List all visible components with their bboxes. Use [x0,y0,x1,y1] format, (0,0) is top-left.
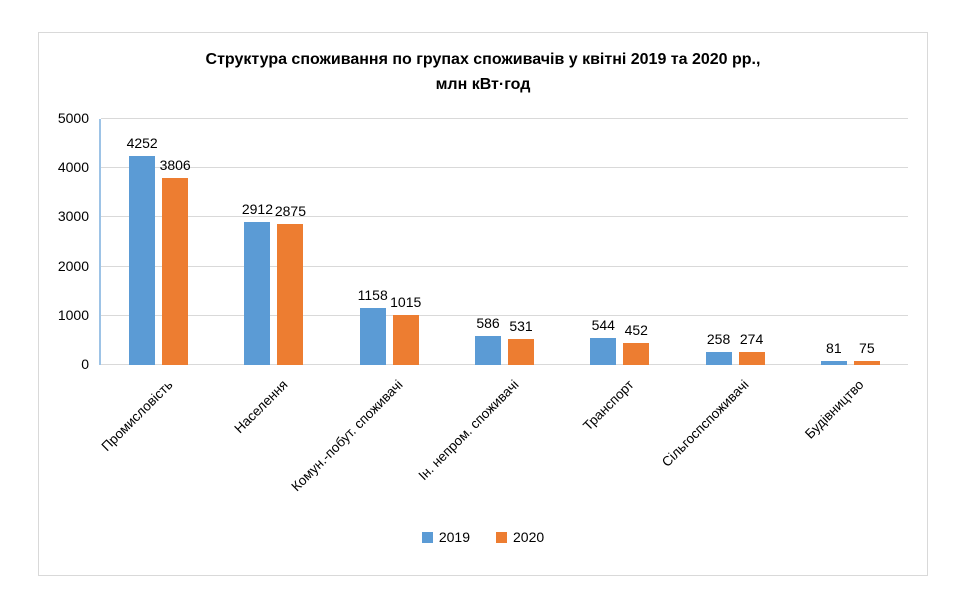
chart-title-line-1: Структура споживання по групах споживачі… [205,51,761,68]
legend: 2019 2020 [39,529,927,545]
bar-data-label: 452 [624,321,648,338]
bar-data-label: 258 [706,331,731,348]
bar-2020-6 [853,361,880,365]
bar-2019-1 [244,221,271,365]
legend-item-2019: 2019 [421,529,470,545]
bar-2019-5 [705,352,732,365]
bar-data-label: 1015 [390,294,422,311]
legend-label: 2019 [438,529,470,545]
chart-title-line-2: млн кВт·год [435,76,531,93]
x-category-label: Ін. непром. споживачі [415,377,522,484]
bar-data-label: 2875 [274,202,306,219]
x-category-label: Транспорт [579,377,637,434]
bar-2020-4 [623,342,650,365]
bar-2019-0 [129,155,156,365]
bar-data-label: 4252 [126,134,158,151]
y-axis-line [99,119,101,365]
bar-data-label: 75 [859,340,875,357]
y-axis-labels: 0 1000 2000 3000 4000 5000 [39,33,89,577]
bar-2019-6 [820,361,847,365]
y-tick-label: 0 [81,356,89,372]
x-category-label: Будівництво [802,377,867,442]
bar-2020-0 [162,177,189,365]
legend-swatch-icon [496,531,507,543]
y-tick-label: 4000 [57,159,89,176]
gridline [101,265,908,267]
bar-data-label: 531 [509,317,533,334]
gridline [101,167,908,169]
bar-data-label: 3806 [159,156,191,173]
gridline [101,118,908,119]
legend-swatch-icon [421,531,433,543]
plot-area: 4252 2912 1158 586 544 258 81 3806 2875 1015 531 45… [98,118,908,494]
y-tick-label: 1000 [57,306,89,323]
bar-2019-2 [359,308,386,365]
legend-item-2020: 2020 [496,529,544,545]
bar-data-label: 81 [826,340,842,356]
y-tick-label: 5000 [57,110,89,126]
bar-2019-3 [475,336,501,365]
y-tick-label: 3000 [57,208,89,225]
bar-data-label: 274 [739,330,764,347]
y-tick-label: 2000 [57,257,89,274]
bar-data-label: 2912 [241,200,273,217]
chart-frame: Структура споживання по групах споживачі… [38,32,928,576]
bar-2020-3 [508,338,534,365]
bar-data-label: 544 [591,317,615,334]
gridline [101,364,908,365]
bar-2020-1 [277,223,304,365]
bar-2020-2 [392,315,419,365]
x-category-label: Комун.-побут. споживачі [288,377,406,495]
chart-title: Структура споживання по групах споживачі… [39,47,927,97]
legend-label: 2020 [513,529,545,545]
bar-data-label: 1158 [357,287,388,304]
x-category-label: Населення [231,377,291,437]
bar-2020-5 [738,351,765,365]
gridline [101,314,908,316]
bar-data-label: 586 [476,315,500,332]
bar-2019-4 [590,338,617,365]
gridline [101,216,908,218]
x-category-label: Сільгоспспоживачі [658,377,752,470]
